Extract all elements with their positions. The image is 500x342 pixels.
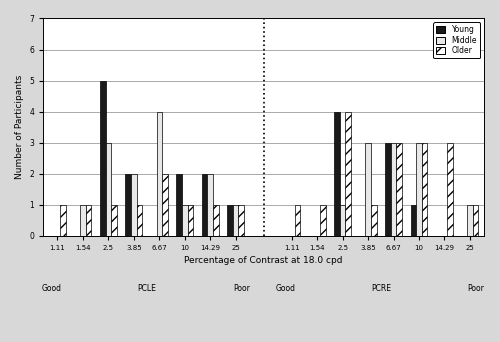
Bar [410,205,416,236]
Bar [396,143,402,236]
Bar [346,111,351,236]
Bar [208,174,213,236]
Bar [416,143,422,236]
Bar [473,205,478,236]
Bar [238,205,244,236]
Bar [126,174,131,236]
Text: Good: Good [276,284,296,293]
Bar [320,205,326,236]
Bar [100,81,105,236]
Bar [448,143,453,236]
Bar [188,205,193,236]
Bar [156,111,162,236]
Bar [106,143,111,236]
Bar [371,205,376,236]
Bar [176,174,182,236]
Bar [294,205,300,236]
Bar [385,143,391,236]
Bar [366,143,371,236]
Bar [60,205,66,236]
Bar [213,205,218,236]
Bar [131,174,136,236]
Bar [80,205,86,236]
X-axis label: Percentage of Contrast at 18.0 cpd: Percentage of Contrast at 18.0 cpd [184,256,343,265]
Text: PCRE: PCRE [371,284,391,293]
Text: Good: Good [42,284,62,293]
Text: Poor: Poor [467,284,484,293]
Bar [391,143,396,236]
Bar [340,205,345,236]
Y-axis label: Number of Participants: Number of Participants [15,75,24,179]
Text: Poor: Poor [233,284,250,293]
Bar [422,143,428,236]
Bar [136,205,142,236]
Bar [467,205,473,236]
Bar [202,174,207,236]
Bar [182,205,188,236]
Bar [233,205,238,236]
Bar [86,205,91,236]
Bar [334,111,340,236]
Bar [162,174,168,236]
Text: PCLE: PCLE [137,284,156,293]
Bar [111,205,117,236]
Bar [228,205,233,236]
Legend: Young, Middle, Older: Young, Middle, Older [433,22,480,58]
